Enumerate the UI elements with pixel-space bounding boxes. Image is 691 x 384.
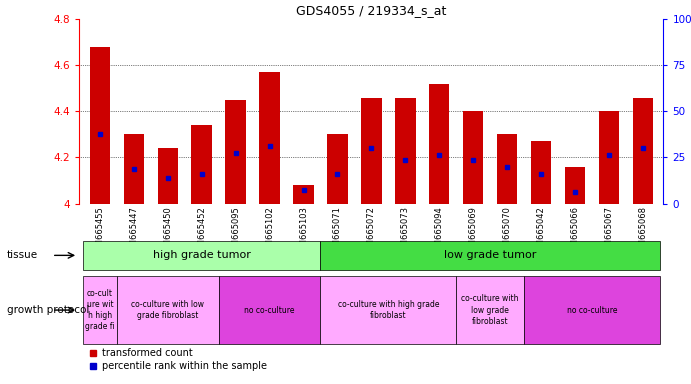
Text: tissue: tissue: [7, 250, 38, 260]
Bar: [633, 98, 653, 204]
Bar: [158, 148, 178, 204]
Text: growth protocol: growth protocol: [7, 305, 89, 315]
Text: no co-culture: no co-culture: [567, 306, 617, 314]
Bar: [124, 134, 144, 204]
Text: co-culture with
low grade
fibroblast: co-culture with low grade fibroblast: [462, 295, 519, 326]
Bar: [429, 84, 449, 204]
Bar: [321, 241, 660, 270]
Bar: [395, 98, 415, 204]
Title: GDS4055 / 219334_s_at: GDS4055 / 219334_s_at: [296, 3, 446, 17]
Text: low grade tumor: low grade tumor: [444, 250, 536, 260]
Bar: [328, 134, 348, 204]
Bar: [191, 125, 212, 204]
Bar: [565, 167, 585, 204]
Bar: [83, 276, 117, 344]
Bar: [463, 111, 484, 204]
Bar: [294, 185, 314, 204]
Bar: [259, 72, 280, 204]
Legend: transformed count, percentile rank within the sample: transformed count, percentile rank withi…: [84, 344, 271, 375]
Bar: [497, 134, 518, 204]
Text: co-cult
ure wit
h high
grade fi: co-cult ure wit h high grade fi: [85, 289, 115, 331]
Bar: [117, 276, 218, 344]
Bar: [531, 141, 551, 204]
Text: co-culture with high grade
fibroblast: co-culture with high grade fibroblast: [338, 300, 439, 320]
Bar: [90, 47, 110, 204]
Bar: [83, 241, 321, 270]
Bar: [599, 111, 619, 204]
Bar: [456, 276, 524, 344]
Bar: [524, 276, 660, 344]
Bar: [361, 98, 381, 204]
Bar: [225, 100, 246, 204]
Bar: [321, 276, 456, 344]
Text: no co-culture: no co-culture: [245, 306, 295, 314]
Text: co-culture with low
grade fibroblast: co-culture with low grade fibroblast: [131, 300, 205, 320]
Bar: [218, 276, 321, 344]
Text: high grade tumor: high grade tumor: [153, 250, 251, 260]
